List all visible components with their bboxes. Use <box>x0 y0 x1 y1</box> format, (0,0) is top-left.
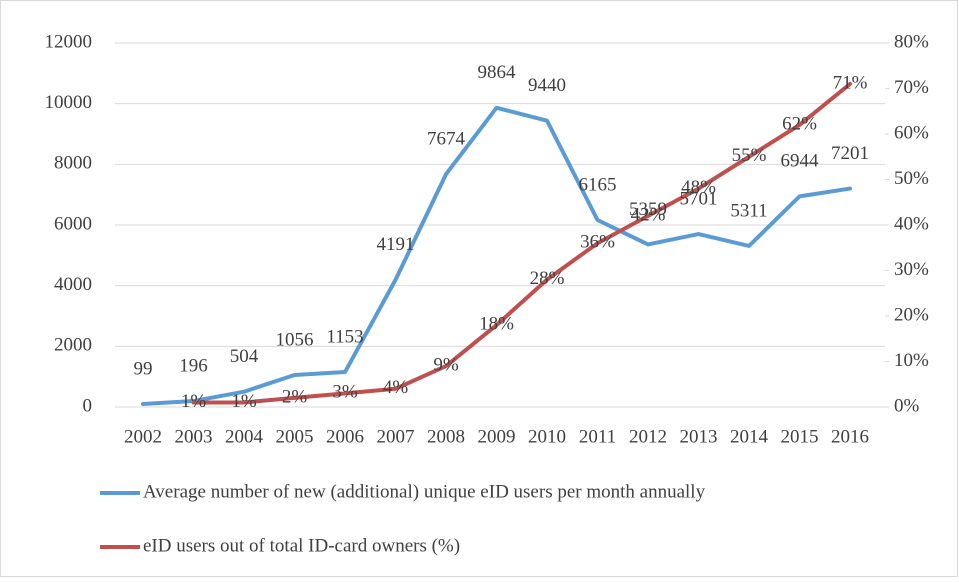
y-tick-label: 8000 <box>54 153 92 174</box>
data-label: 1153 <box>326 326 363 347</box>
x-tick-label: 2012 <box>629 426 667 447</box>
x-tick-label: 2016 <box>831 426 869 447</box>
data-label: 18% <box>479 313 514 334</box>
data-label: 42% <box>631 204 666 225</box>
data-label: 28% <box>530 268 565 289</box>
y2-tick-label: 0% <box>894 395 920 416</box>
y-tick-label: 2000 <box>54 335 92 356</box>
x-tick-label: 2005 <box>276 426 314 447</box>
data-label: 1% <box>181 391 207 412</box>
data-label: 6165 <box>579 174 617 195</box>
data-label: 1% <box>231 391 257 412</box>
y-tick-label: 4000 <box>54 274 92 295</box>
data-label: 9% <box>433 354 459 375</box>
data-label: 7201 <box>831 143 869 164</box>
y2-tick-label: 70% <box>894 77 929 98</box>
data-label: 1056 <box>276 329 314 350</box>
data-label: 3% <box>332 382 358 403</box>
data-label: 5359 <box>629 199 667 220</box>
x-tick-label: 2011 <box>579 426 616 447</box>
data-label: 99 <box>134 358 153 379</box>
legend-label: Average number of new (additional) uniqu… <box>143 481 706 502</box>
data-label: 55% <box>732 145 767 166</box>
x-tick-label: 2007 <box>377 426 415 447</box>
data-label: 6944 <box>781 151 820 172</box>
y-tick-label: 12000 <box>45 31 93 52</box>
data-label: 5311 <box>730 200 767 221</box>
data-label: 4191 <box>377 234 415 255</box>
data-label: 504 <box>230 346 259 367</box>
data-label: 9864 <box>478 62 517 83</box>
series-line <box>141 105 852 406</box>
data-label: 5701 <box>680 188 718 209</box>
y2-tick-label: 40% <box>894 213 929 234</box>
data-label: 4% <box>383 377 409 398</box>
x-tick-label: 2013 <box>680 426 718 447</box>
x-tick-label: 2006 <box>326 426 364 447</box>
x-tick-label: 2010 <box>528 426 566 447</box>
data-label: 48% <box>681 177 716 198</box>
data-label: 9440 <box>528 75 566 96</box>
x-tick-label: 2008 <box>427 426 465 447</box>
data-label: 71% <box>833 72 868 93</box>
x-tick-label: 2009 <box>478 426 516 447</box>
y2-tick-label: 50% <box>894 168 929 189</box>
x-tick-label: 2014 <box>730 426 769 447</box>
x-tick-label: 2004 <box>225 426 264 447</box>
y2-tick-label: 10% <box>894 350 929 371</box>
data-label: 196 <box>179 355 208 376</box>
x-tick-label: 2015 <box>781 426 819 447</box>
data-label: 62% <box>782 113 817 134</box>
series-line <box>191 81 852 405</box>
x-tick-label: 2003 <box>175 426 213 447</box>
y-tick-label: 10000 <box>45 92 93 113</box>
y2-tick-label: 20% <box>894 304 929 325</box>
legend-label: eID users out of total ID-card owners (%… <box>143 535 460 556</box>
data-label: 7674 <box>427 129 466 150</box>
data-label: 36% <box>580 232 615 253</box>
x-tick-label: 2002 <box>124 426 162 447</box>
data-label: 2% <box>282 386 308 407</box>
y2-tick-label: 60% <box>894 122 929 143</box>
y-tick-label: 6000 <box>54 213 92 234</box>
y-tick-label: 0 <box>83 395 93 416</box>
y2-tick-label: 30% <box>894 259 929 280</box>
y2-tick-label: 80% <box>894 31 929 52</box>
